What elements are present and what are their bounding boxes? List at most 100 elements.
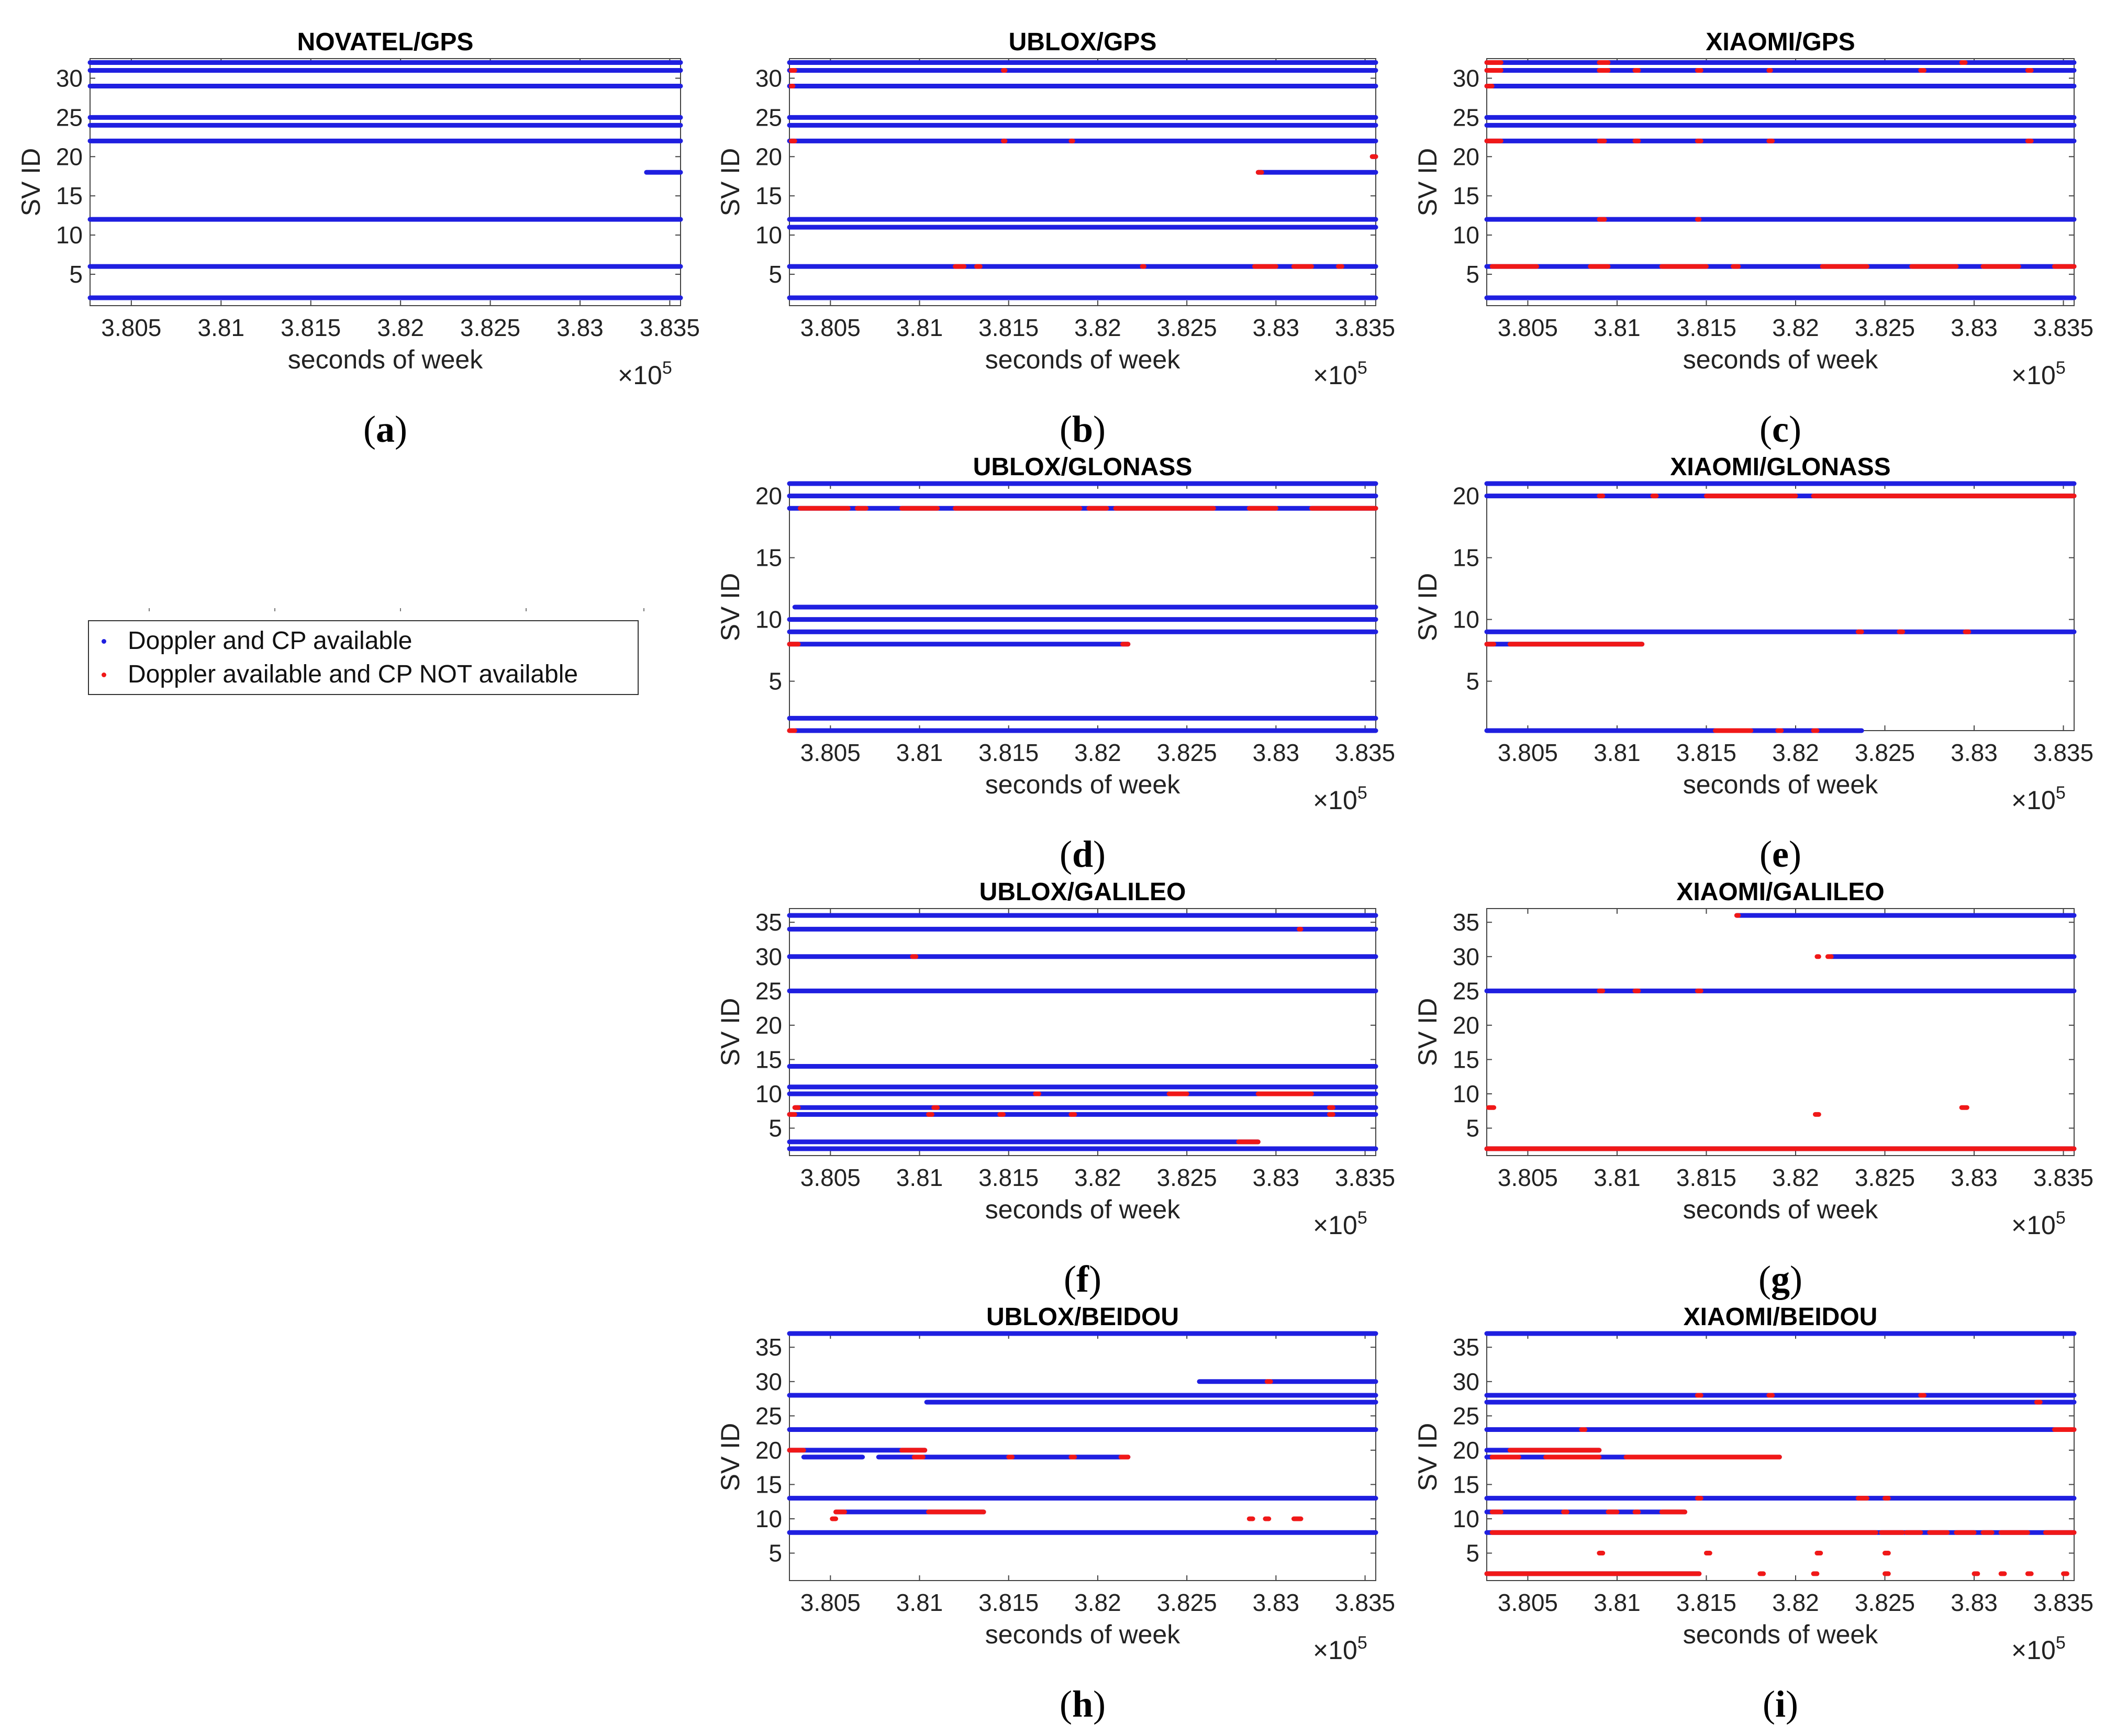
- panel-label: (i): [1763, 1683, 1798, 1725]
- y-tick-label: 30: [755, 64, 782, 92]
- x-tick-label: 3.835: [1335, 1164, 1395, 1191]
- panel-c: 3.805 3.81 3.815 3.82 3.825 3.83 3.835 5 10 15 20 2…: [1413, 28, 2093, 450]
- panel-label: (e): [1759, 833, 1801, 875]
- y-tick-label: 25: [56, 104, 83, 131]
- y-tick-label: 25: [1453, 104, 1479, 131]
- x-axis-multiplier: ×105: [1313, 783, 1367, 815]
- y-tick-label: 10: [1453, 1505, 1479, 1532]
- legend-item-red: Doppler available and CP NOT available: [89, 659, 638, 690]
- x-axis-multiplier-exponent: 5: [2056, 1208, 2066, 1228]
- panel-label-close: ): [1093, 408, 1106, 450]
- panel-label: (c): [1759, 408, 1801, 450]
- y-tick-label: 5: [769, 1115, 782, 1142]
- x-tick-label: 3.815: [978, 314, 1039, 341]
- y-tick-label: 10: [1453, 1080, 1479, 1107]
- x-tick-label: 3.83: [1253, 314, 1300, 341]
- panel-e: 3.805 3.81 3.815 3.82 3.825 3.83 3.835 5 10 15 20 X…: [1413, 453, 2093, 875]
- panel-title: XIAOMI/BEIDOU: [1684, 1303, 1878, 1331]
- x-axis-multiplier-exponent: 5: [2056, 358, 2066, 378]
- x-tick-label: 3.815: [1676, 739, 1736, 766]
- panel-label-open: (: [1758, 1258, 1771, 1300]
- x-tick-label: 3.805: [1498, 314, 1558, 341]
- x-tick-label: 3.835: [2033, 314, 2093, 341]
- x-tick-label: 3.835: [2033, 1589, 2093, 1616]
- x-axis-multiplier-exponent: 5: [2056, 1633, 2066, 1653]
- y-tick-label: 30: [755, 943, 782, 970]
- x-tick-label: 3.815: [281, 314, 341, 341]
- y-axis-label: SV ID: [716, 998, 745, 1067]
- y-tick-label: 10: [1453, 606, 1479, 633]
- x-axis-multiplier-exponent: 5: [1357, 358, 1367, 378]
- panel-title: XIAOMI/GPS: [1706, 28, 1855, 56]
- y-tick-label: 30: [755, 1368, 782, 1395]
- x-tick-label: 3.82: [1772, 739, 1819, 766]
- x-tick-label: 3.805: [1498, 1589, 1558, 1616]
- y-tick-label: 20: [1453, 1012, 1479, 1039]
- x-tick-label: 3.815: [978, 1164, 1039, 1191]
- x-axis-multiplier-exponent: 5: [1357, 783, 1367, 803]
- panel-label-letter: e: [1772, 833, 1789, 875]
- panel-label-letter: h: [1072, 1683, 1093, 1725]
- x-tick-label: 3.825: [1855, 314, 1915, 341]
- y-axis-label: SV ID: [716, 148, 745, 217]
- panel-label: (b): [1060, 408, 1106, 450]
- x-tick-label: 3.815: [978, 739, 1039, 766]
- x-tick-label: 3.805: [800, 1164, 861, 1191]
- x-tick-label: 3.81: [1594, 739, 1641, 766]
- x-axis-multiplier: ×105: [1313, 1208, 1367, 1240]
- y-axis-label: SV ID: [716, 573, 745, 642]
- y-tick-label: 5: [1466, 1540, 1479, 1567]
- y-tick-label: 10: [1453, 221, 1479, 249]
- panel-label: (h): [1060, 1683, 1106, 1725]
- plot-area: [1486, 483, 2075, 731]
- panel-title: UBLOX/GALILEO: [979, 878, 1186, 906]
- x-tick-label: 3.825: [460, 314, 520, 341]
- x-tick-label: 3.835: [2033, 1164, 2093, 1191]
- panel-d: 3.805 3.81 3.815 3.82 3.825 3.83 3.835 5 10 15 20 U…: [716, 453, 1395, 875]
- y-tick-label: 10: [755, 606, 782, 633]
- x-tick-label: 3.805: [101, 314, 161, 341]
- panel-label-open: (: [1759, 408, 1772, 450]
- y-tick-label: 25: [755, 977, 782, 1004]
- y-tick-label: 15: [1453, 1471, 1479, 1498]
- legend: Doppler and CP available Doppler availab…: [88, 620, 639, 695]
- y-tick-label: 30: [1453, 1368, 1479, 1395]
- x-tick-label: 3.81: [896, 314, 943, 341]
- y-tick-label: 5: [1466, 261, 1479, 288]
- panel-g: 3.805 3.81 3.815 3.82 3.825 3.83 3.835 5 10 15 20 2…: [1413, 878, 2093, 1300]
- y-tick-label: 20: [1453, 1437, 1479, 1464]
- x-tick-label: 3.825: [1157, 739, 1217, 766]
- x-tick-label: 3.815: [1676, 314, 1736, 341]
- x-axis-label: seconds of week: [985, 1620, 1180, 1649]
- y-tick-label: 15: [755, 544, 782, 572]
- y-tick-label: 30: [56, 64, 83, 92]
- panel-label-open: (: [1060, 833, 1072, 875]
- y-axis-label: SV ID: [1413, 998, 1442, 1067]
- x-tick-label: 3.825: [1157, 314, 1217, 341]
- x-tick-label: 3.83: [1253, 1164, 1300, 1191]
- x-tick-label: 3.815: [1676, 1589, 1736, 1616]
- panel-b: 3.805 3.81 3.815 3.82 3.825 3.83 3.835 5 10 15 20 2…: [716, 28, 1395, 450]
- x-axis-multiplier-exponent: 5: [662, 358, 672, 378]
- x-tick-label: 3.835: [1335, 314, 1395, 341]
- x-tick-label: 3.83: [1253, 1589, 1300, 1616]
- y-tick-label: 10: [755, 1505, 782, 1532]
- x-tick-label: 3.81: [896, 1589, 943, 1616]
- y-tick-label: 5: [769, 668, 782, 695]
- x-tick-label: 3.81: [198, 314, 245, 341]
- panel-label-letter: f: [1076, 1258, 1089, 1300]
- x-tick-label: 3.82: [1772, 1164, 1819, 1191]
- y-tick-label: 5: [1466, 668, 1479, 695]
- x-axis-multiplier: ×105: [2011, 783, 2066, 815]
- y-tick-label: 5: [769, 261, 782, 288]
- y-tick-label: 30: [1453, 943, 1479, 970]
- plot-area: [1486, 908, 2075, 1156]
- x-tick-label: 3.81: [1594, 1589, 1641, 1616]
- x-tick-label: 3.835: [1335, 739, 1395, 766]
- panel-title: UBLOX/GPS: [1009, 28, 1157, 56]
- legend-label-blue: Doppler and CP available: [128, 627, 413, 655]
- x-axis-label: seconds of week: [985, 1195, 1180, 1224]
- y-tick-label: 15: [755, 1046, 782, 1073]
- x-tick-label: 3.82: [1074, 1164, 1121, 1191]
